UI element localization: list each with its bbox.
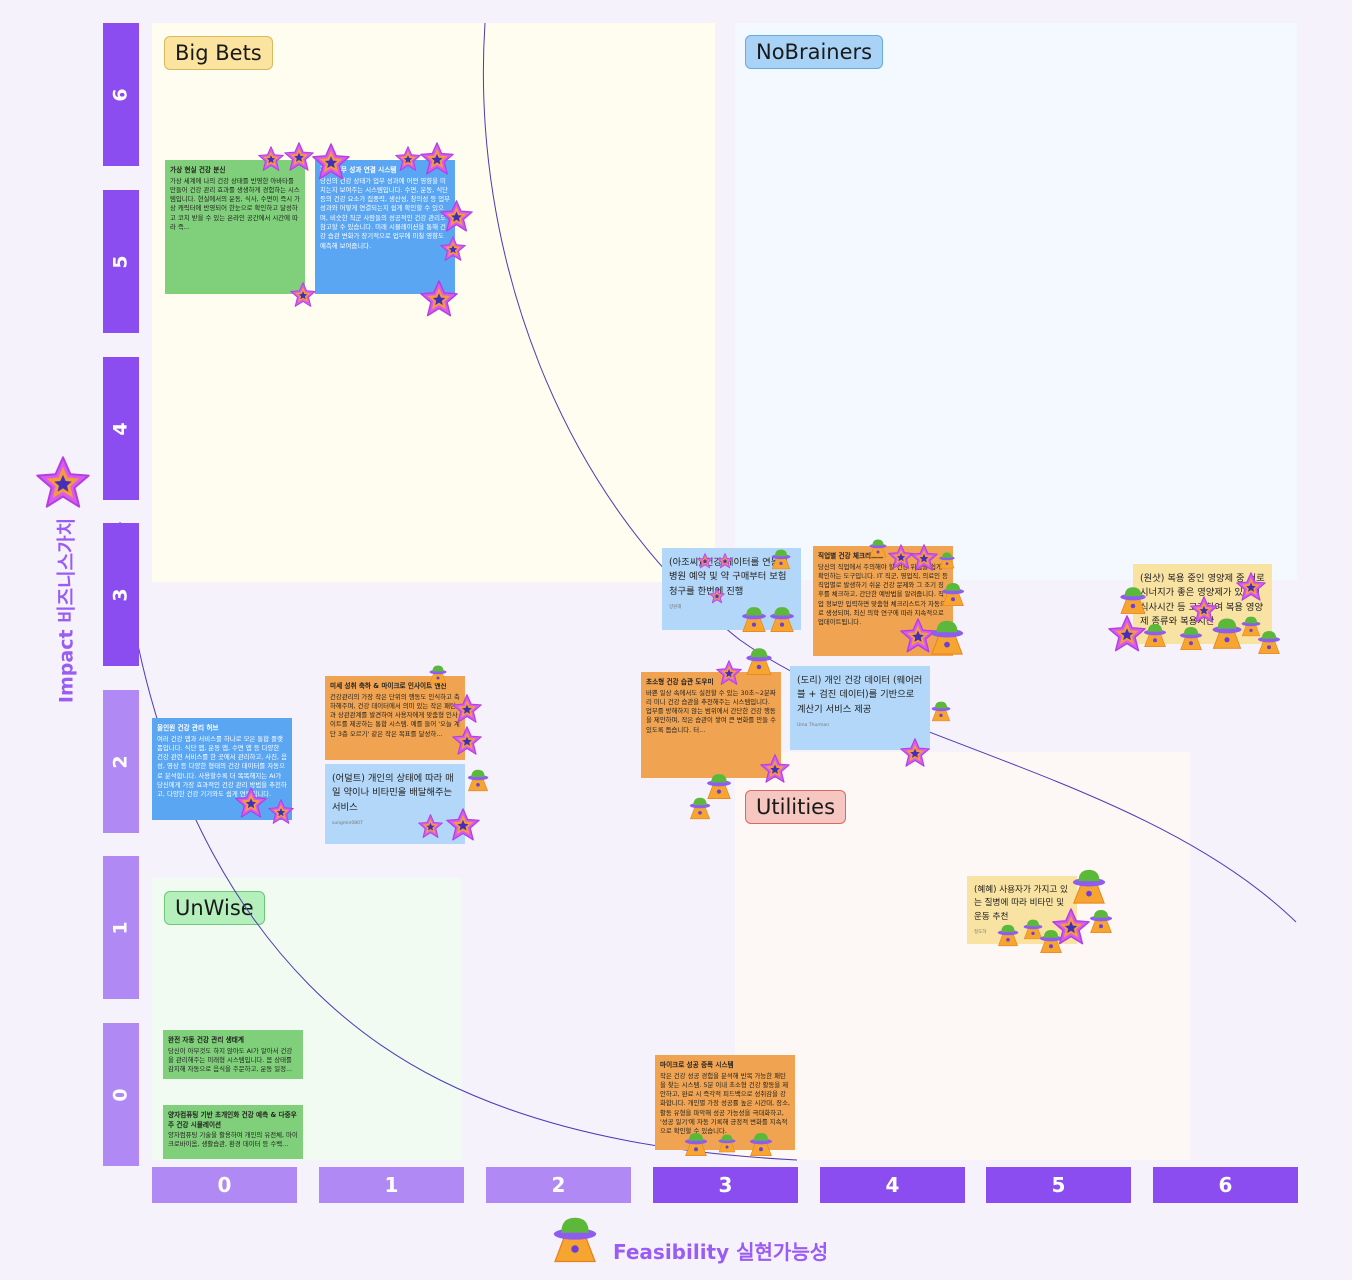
star-sticker[interactable] bbox=[418, 814, 443, 839]
big-bets-label: Big Bets bbox=[164, 36, 273, 70]
ufo-sticker[interactable] bbox=[1256, 628, 1282, 656]
ufo-sticker[interactable] bbox=[768, 604, 796, 634]
x-tick-3: 3 bbox=[653, 1167, 798, 1203]
y-tick-6: 6 bbox=[103, 23, 139, 166]
star-sticker[interactable] bbox=[910, 544, 938, 572]
ufo-sticker[interactable] bbox=[1178, 624, 1204, 652]
x-tick-1: 1 bbox=[319, 1167, 464, 1203]
star-sticker[interactable] bbox=[440, 200, 473, 233]
star-sticker[interactable] bbox=[420, 142, 454, 176]
ufo-sticker[interactable] bbox=[1118, 584, 1148, 616]
star-sticker[interactable] bbox=[760, 754, 790, 784]
ufo-sticker[interactable] bbox=[748, 1130, 774, 1158]
sticky-note[interactable]: 완전 자동 건강 관리 생태계 당신이 아무것도 하지 않아도 AI가 알아서 건… bbox=[163, 1030, 303, 1079]
star-icon bbox=[36, 456, 90, 510]
ufo-sticker[interactable] bbox=[940, 580, 966, 608]
y-tick-2: 2 bbox=[103, 690, 139, 833]
star-sticker[interactable] bbox=[1108, 615, 1146, 653]
star-sticker[interactable] bbox=[235, 787, 267, 819]
y-tick-4: 4 bbox=[103, 357, 139, 500]
star-sticker[interactable] bbox=[452, 726, 482, 756]
y-tick-3: 3 bbox=[103, 523, 139, 666]
ufo-sticker[interactable] bbox=[868, 538, 888, 558]
sticky-note[interactable]: 가상 현실 건강 분신 가상 세계에 나의 건강 상태를 반영한 아바타를 만들어… bbox=[165, 160, 305, 294]
sticky-note[interactable]: (혜혜) 사용자가 가지고 있는 질병에 따라 비타민 및 운동 추천 정도하 bbox=[967, 876, 1077, 944]
star-sticker[interactable] bbox=[420, 280, 458, 318]
ufo-sticker[interactable] bbox=[996, 922, 1020, 948]
sticky-note[interactable]: (어덜트) 개인의 상태에 따라 매일 약이나 비타민을 배달해주는 서비스 su… bbox=[325, 764, 465, 844]
y-axis-title: Impact 비즈니스가치 bbox=[55, 517, 78, 704]
star-sticker[interactable] bbox=[284, 142, 314, 172]
y-tick-0: 0 bbox=[103, 1023, 139, 1166]
ufo-sticker[interactable] bbox=[1142, 622, 1168, 648]
ufo-sticker[interactable] bbox=[1038, 926, 1064, 956]
ufo-sticker[interactable] bbox=[740, 604, 768, 634]
ufo-sticker[interactable] bbox=[744, 646, 774, 676]
ufo-sticker[interactable] bbox=[717, 1130, 737, 1156]
star-sticker[interactable] bbox=[268, 799, 294, 825]
star-sticker[interactable] bbox=[395, 146, 421, 172]
star-sticker[interactable] bbox=[440, 236, 466, 262]
sticky-note[interactable]: 미세 성취 축하 & 마이크로 인사이트 엔진 건강관리의 가장 작은 단위의 행… bbox=[325, 676, 465, 760]
x-tick-0: 0 bbox=[152, 1167, 297, 1203]
ufo-sticker[interactable] bbox=[770, 548, 792, 570]
star-sticker[interactable] bbox=[1236, 572, 1266, 602]
sticky-note[interactable]: 마이크로 성공 증폭 시스템 작은 건강 성공 경험을 분석해 반복 가능한 패턴… bbox=[655, 1055, 795, 1150]
x-axis-title: Feasibility 실현가능성 bbox=[613, 1240, 829, 1264]
ufo-sticker[interactable] bbox=[930, 700, 952, 722]
star-sticker[interactable] bbox=[709, 588, 725, 604]
sticky-note[interactable]: 직업별 건강 체크리스트 당신의 직업에서 주의해야 할 건강 위험을 쉽게 확인… bbox=[813, 546, 953, 656]
sticky-note[interactable]: 초소형 건강 습관 도우미 바쁜 일상 속에서도 실천할 수 있는 30초~2분짜… bbox=[641, 672, 781, 778]
ufo-sticker[interactable] bbox=[1070, 866, 1108, 906]
ufo-icon bbox=[550, 1212, 600, 1266]
y-tick-5: 5 bbox=[103, 190, 139, 333]
star-sticker[interactable] bbox=[697, 553, 713, 569]
ufo-sticker[interactable] bbox=[683, 1130, 709, 1158]
ufo-sticker[interactable] bbox=[1088, 906, 1114, 936]
ufo-sticker[interactable] bbox=[466, 768, 490, 792]
star-sticker[interactable] bbox=[716, 660, 742, 686]
unwise-label: UnWise bbox=[164, 891, 265, 925]
star-sticker[interactable] bbox=[312, 143, 350, 181]
ufo-sticker[interactable] bbox=[428, 664, 448, 684]
sticky-note[interactable]: (도리) 개인 건강 데이터 (웨어러블 + 검진 데이터)를 기반으로 계산기… bbox=[790, 666, 930, 750]
ufo-sticker[interactable] bbox=[938, 550, 956, 570]
ufo-sticker[interactable] bbox=[688, 796, 712, 820]
ufo-sticker[interactable] bbox=[928, 618, 966, 656]
star-sticker[interactable] bbox=[290, 282, 316, 308]
no-brainers-label: NoBrainers bbox=[745, 35, 884, 69]
sticky-note[interactable]: 건강-업무 성과 연결 시스템 당신의 건강 상태가 업무 성과에 어떤 영향을 … bbox=[315, 160, 455, 294]
star-sticker[interactable] bbox=[452, 694, 482, 724]
star-sticker[interactable] bbox=[446, 808, 480, 842]
x-tick-5: 5 bbox=[986, 1167, 1131, 1203]
ufo-sticker[interactable] bbox=[1210, 614, 1244, 652]
utilities-label: Utilities bbox=[745, 790, 847, 824]
star-sticker[interactable] bbox=[717, 553, 733, 569]
star-sticker[interactable] bbox=[258, 146, 284, 172]
sticky-note[interactable]: 올인원 건강 관리 허브 여러 건강 앱과 서비스를 하나로 모은 통합 플랫폼입… bbox=[152, 718, 292, 820]
x-tick-4: 4 bbox=[820, 1167, 965, 1203]
sticky-note[interactable]: 양자컴퓨팅 기반 초개인화 건강 예측 & 다중우주 건강 시뮬레이션 양자컴퓨팅… bbox=[163, 1105, 303, 1159]
x-tick-2: 2 bbox=[486, 1167, 631, 1203]
y-tick-1: 1 bbox=[103, 856, 139, 999]
no-brainers-quadrant bbox=[735, 23, 1297, 580]
x-tick-6: 6 bbox=[1153, 1167, 1298, 1203]
star-sticker[interactable] bbox=[900, 738, 930, 768]
